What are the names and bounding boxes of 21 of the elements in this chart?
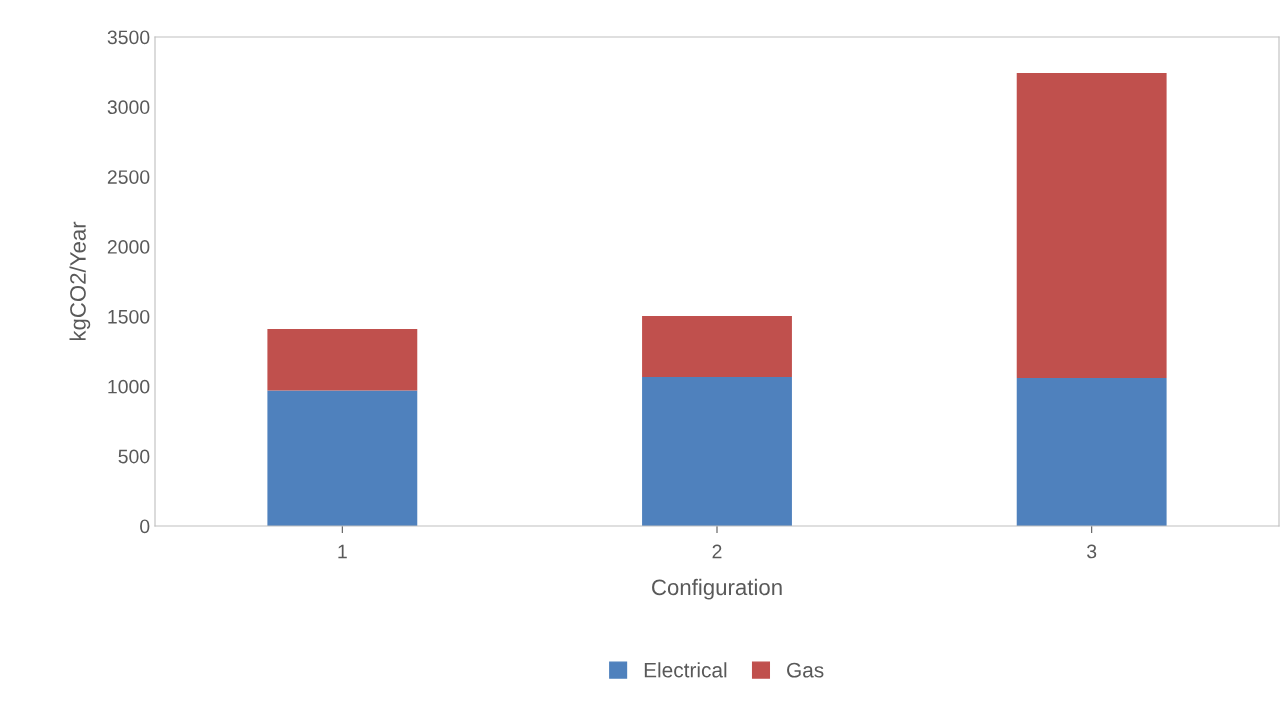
bar [267,390,418,526]
x-tick-label: 2 [712,544,722,559]
bar [642,376,792,526]
y-tick-label: 1500 [108,309,150,324]
bar [642,316,792,377]
y-tick-label: 2000 [107,240,150,254]
y-tick-label: 3000 [107,100,150,115]
bar [1016,377,1167,526]
x-axis-title: Configuration [652,578,782,600]
legend-label: Electrical [644,662,727,678]
bar [267,329,418,391]
y-tick-label: 3500 [107,30,150,45]
y-tick-label: 1000 [108,379,150,394]
x-tick-label: 3 [1087,544,1097,559]
y-tick-label: 0 [140,519,150,534]
y-tick-label: 2500 [107,170,150,184]
y-axis-title: kgCO2/Year [69,221,91,341]
y-tick-label: 500 [118,449,150,464]
bar [1016,72,1167,378]
legend-label: Gas [787,662,824,678]
x-tick-label: 1 [338,544,347,559]
